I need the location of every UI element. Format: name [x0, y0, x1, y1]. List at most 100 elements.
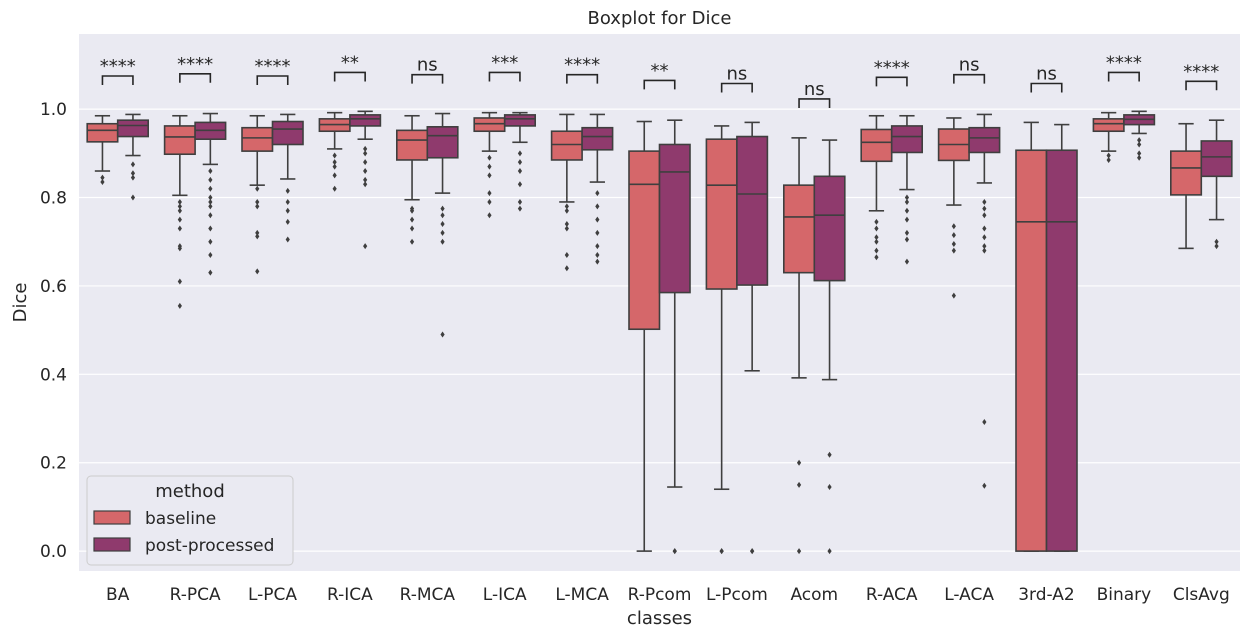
box-post-processed-R-ICA — [349, 110, 382, 250]
box-body — [116, 119, 149, 138]
outlier-point — [487, 212, 492, 219]
significance-3rd-A2: ns — [1030, 64, 1063, 93]
x-tick-label: R-MCA — [400, 585, 456, 605]
outlier-point — [904, 229, 910, 236]
legend-item-baseline: baseline — [93, 509, 216, 529]
box-post-processed-R-ACA — [890, 114, 924, 265]
box-body — [658, 143, 691, 294]
significance-label: **** — [177, 54, 213, 75]
significance-bracket — [1030, 82, 1063, 93]
box-body — [550, 130, 583, 161]
outlier-point — [517, 205, 523, 212]
legend-title: method — [155, 481, 225, 502]
significance-label: **** — [1183, 61, 1219, 82]
y-tick-label: 0.8 — [40, 189, 67, 209]
outlier-point — [951, 223, 956, 230]
outlier-point — [796, 459, 802, 466]
outlier-point — [409, 207, 415, 214]
box-body — [163, 125, 196, 156]
outlier-point — [564, 207, 569, 214]
legend-swatch — [93, 510, 131, 525]
box-baseline-L-Pcom — [705, 125, 738, 555]
outlier-point — [750, 548, 755, 555]
box-post-processed-ClsAvg — [1200, 119, 1233, 250]
outlier-point — [595, 243, 600, 250]
outlier-point — [1137, 137, 1142, 144]
x-tick-label: L-ACA — [944, 585, 994, 605]
outlier-point — [363, 145, 368, 152]
outlier-point — [874, 254, 879, 261]
significance-R-Pcom: ** — [643, 60, 676, 90]
outlier-point — [827, 548, 832, 555]
outlier-point — [874, 225, 879, 232]
significance-label: ns — [959, 55, 980, 76]
significance-bracket — [333, 71, 366, 82]
outlier-point — [130, 174, 136, 181]
outlier-point — [255, 185, 260, 192]
outlier-point — [487, 154, 492, 161]
significance-L-MCA: **** — [564, 55, 600, 84]
outlier-point — [208, 203, 213, 210]
outlier-point — [440, 221, 445, 228]
outlier-point — [177, 278, 182, 285]
significance-L-ICA: *** — [488, 52, 521, 82]
x-axis-ticks: BA R-PCA L-PCA R-ICA R-MCA L-ICA L-MCA R-Pcom L-… — [106, 585, 1230, 605]
box-post-processed-L-Pcom — [736, 121, 769, 555]
outlier-point — [951, 240, 956, 247]
y-axis-ticks: 0.0 0.2 0.4 0.6 0.8 1.0 — [40, 100, 67, 562]
x-tick-label: BA — [106, 585, 130, 605]
outlier-point — [595, 251, 600, 258]
outlier-point — [672, 548, 677, 555]
box-baseline-R-ACA — [860, 114, 893, 261]
box-baseline-L-PCA — [241, 114, 274, 275]
outlier-point — [363, 159, 368, 166]
outlier-point — [487, 198, 492, 205]
outlier-point — [177, 198, 182, 205]
box-body — [426, 126, 459, 159]
outlier-point — [332, 159, 337, 166]
outlier-point — [517, 168, 523, 175]
significance-L-PCA: **** — [255, 56, 291, 85]
y-tick-label: 0.4 — [40, 365, 67, 385]
outlier-point — [796, 548, 802, 555]
outlier-point — [951, 292, 956, 299]
outlier-point — [208, 269, 213, 276]
outlier-point — [1137, 154, 1142, 161]
significance-L-ACA: ns — [953, 55, 986, 84]
box-body — [1015, 149, 1048, 552]
box-body — [86, 122, 119, 143]
significance-label: *** — [491, 52, 518, 73]
box-post-processed-L-MCA — [581, 113, 614, 265]
significance-BA: **** — [100, 56, 136, 85]
outlier-point — [208, 168, 213, 175]
outlier-point — [100, 179, 105, 186]
outlier-point — [982, 243, 987, 250]
significance-label: ns — [727, 64, 748, 85]
box-body — [782, 184, 816, 274]
boxes — [86, 110, 1233, 555]
significance-L-Pcom: ns — [720, 64, 753, 93]
x-tick-label: R-ACA — [866, 585, 918, 605]
outlier-point — [982, 198, 987, 205]
outlier-point — [208, 238, 213, 245]
outlier-point — [595, 216, 600, 223]
box-body — [473, 117, 506, 133]
box-body — [349, 114, 382, 127]
box-baseline-Binary — [1092, 111, 1125, 163]
significance-bracket — [411, 73, 444, 84]
legend-swatch — [93, 537, 131, 552]
outlier-point — [487, 190, 492, 197]
significance-label: ns — [417, 55, 438, 76]
outlier-point — [595, 258, 600, 265]
box-body — [628, 150, 661, 331]
x-tick-label: R-PCA — [170, 585, 221, 605]
x-tick-label: R-ICA — [327, 585, 373, 605]
box-body — [705, 138, 738, 290]
outlier-point — [517, 181, 523, 188]
x-tick-label: L-PCA — [248, 585, 297, 605]
box-baseline-Acom — [782, 137, 816, 555]
outlier-point — [285, 198, 290, 205]
significance-R-MCA: ns — [411, 55, 444, 84]
outlier-point — [255, 198, 260, 205]
